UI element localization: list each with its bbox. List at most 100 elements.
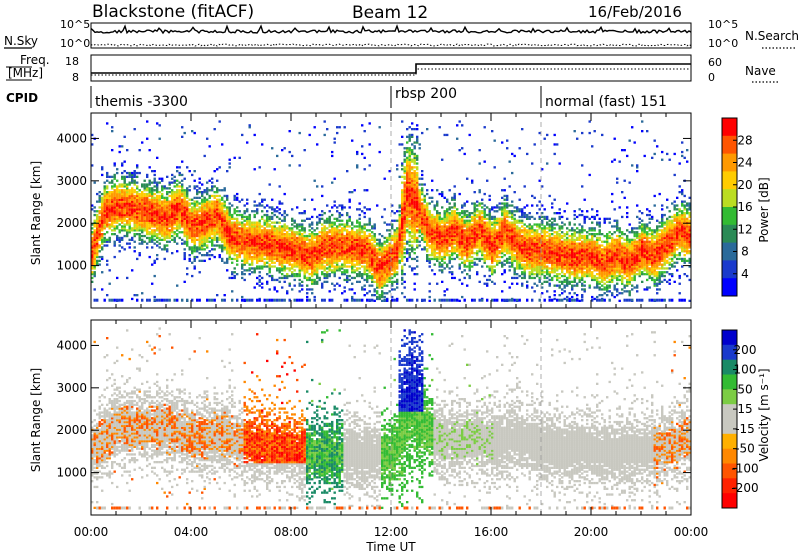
power-cell: [398, 234, 401, 238]
power-cell: [141, 196, 144, 199]
power-cell: [431, 233, 434, 236]
power-cell: [301, 244, 304, 247]
power-cell: [183, 215, 186, 219]
power-cell: [93, 219, 96, 222]
power-cell: [411, 160, 414, 163]
power-cell: [413, 248, 416, 251]
power-cell: [153, 202, 156, 205]
power-cell: [196, 204, 199, 207]
power-cell: [203, 191, 206, 194]
power-cell: [391, 255, 394, 259]
power-cell: [386, 236, 389, 240]
power-cell: [383, 271, 386, 274]
power-cell: [166, 221, 169, 224]
power-cell: [113, 183, 116, 186]
power-cell: [463, 234, 466, 238]
power-cell: [241, 227, 244, 230]
power-cell: [231, 217, 234, 220]
power-cell: [346, 213, 349, 217]
power-cell: [443, 223, 446, 226]
power-cell: [213, 213, 216, 217]
power-cell: [416, 298, 419, 302]
power-cell: [311, 248, 314, 251]
power-cell: [363, 156, 366, 159]
power-cell: [206, 217, 209, 220]
power-cell: [363, 168, 366, 171]
power-cell: [363, 273, 366, 276]
power-cell: [376, 297, 379, 301]
power-cell: [383, 284, 386, 287]
power-cell: [386, 223, 389, 226]
power-cell: [103, 189, 106, 192]
power-cell: [288, 250, 291, 253]
power-cell: [236, 217, 239, 220]
power-cell: [161, 204, 164, 207]
power-cell: [426, 233, 429, 236]
power-cell: [436, 219, 439, 222]
power-cell: [153, 274, 156, 278]
power-cell: [413, 252, 416, 255]
power-cell: [98, 212, 101, 215]
power-cell: [306, 236, 309, 240]
power-cell: [106, 192, 109, 196]
power-cell: [241, 252, 244, 255]
power-cell: [418, 231, 421, 234]
power-cell: [268, 288, 271, 291]
power-cell: [113, 217, 116, 220]
power-cell: [143, 223, 146, 226]
power-cell: [351, 276, 354, 280]
power-cell: [133, 212, 136, 215]
power-cell: [283, 280, 286, 283]
power-cell: [321, 238, 324, 241]
power-cell: [416, 185, 419, 188]
power-cell: [273, 252, 276, 255]
power-cell: [458, 212, 461, 215]
power-cell: [443, 244, 446, 247]
power-cell: [213, 227, 216, 230]
power-cell: [183, 280, 186, 283]
power-cell: [223, 204, 226, 207]
power-cell: [418, 213, 421, 217]
power-cell: [96, 215, 99, 219]
power-cell: [458, 263, 461, 266]
power-cell: [418, 217, 421, 220]
power-cell: [96, 227, 99, 230]
power-cell: [286, 252, 289, 255]
power-cell: [353, 269, 356, 272]
power-cell: [453, 298, 456, 302]
power-cell: [146, 246, 149, 249]
power-cell: [206, 204, 209, 207]
power-cell: [406, 128, 409, 131]
power-cell: [296, 273, 299, 276]
power-cell: [373, 227, 376, 230]
power-cell: [211, 242, 214, 245]
power-cell: [426, 202, 429, 205]
power-cell: [288, 259, 291, 262]
power-cell: [128, 242, 131, 245]
power-cell: [108, 217, 111, 220]
power-cell: [398, 231, 401, 234]
power-cell: [253, 204, 256, 207]
power-cell: [211, 240, 214, 243]
power-cell: [448, 189, 451, 192]
power-cell: [166, 204, 169, 207]
power-cell: [416, 240, 419, 243]
power-cell: [171, 217, 174, 220]
power-cell: [373, 276, 376, 280]
power-cell: [476, 240, 479, 243]
power-cell: [176, 298, 179, 302]
power-cell: [408, 231, 411, 234]
power-cell: [306, 271, 309, 274]
power-cell: [171, 177, 174, 180]
power-cell: [283, 238, 286, 241]
power-cell: [356, 255, 359, 259]
power-cell: [308, 267, 311, 270]
power-cell: [436, 223, 439, 226]
power-cell: [268, 217, 271, 220]
power-cell: [261, 246, 264, 249]
power-cell: [433, 240, 436, 243]
power-cell: [363, 284, 366, 287]
power-cell: [471, 250, 474, 253]
power-cell: [273, 227, 276, 230]
power-cell: [213, 206, 216, 209]
